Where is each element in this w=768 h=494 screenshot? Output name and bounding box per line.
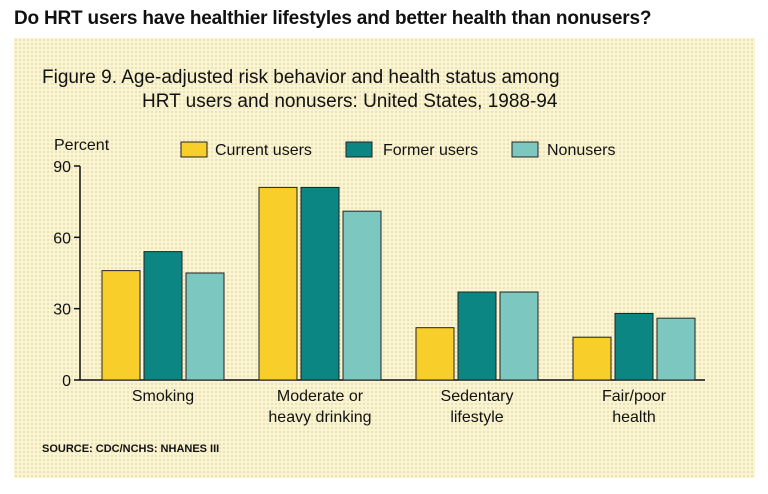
legend-label-nonusers: Nonusers — [547, 142, 615, 159]
category-label-1-1: heavy drinking — [268, 409, 371, 426]
bar-current-users-0 — [101, 270, 141, 381]
bar-former-users-0 — [143, 251, 183, 381]
bar-current-users-3 — [572, 336, 612, 381]
bar-nonusers-3 — [656, 317, 696, 381]
category-label-2-1: lifestyle — [450, 409, 503, 426]
y-axis-label: Percent — [54, 137, 110, 154]
bar-nonusers-2 — [499, 291, 539, 381]
category-label-0-0: Smoking — [132, 388, 194, 405]
legend-label-current-users: Current users — [215, 142, 312, 159]
page-headline: Do HRT users have healthier lifestyles a… — [14, 8, 652, 29]
legend-swatch-current-users — [180, 141, 208, 158]
category-label-3-1: health — [612, 409, 656, 426]
bar-former-users-3 — [614, 312, 654, 381]
legend-swatch-former-users — [345, 141, 373, 158]
figure-title-line-2: HRT users and nonusers: United States, 1… — [142, 91, 558, 112]
y-tick-label-90: 90 — [53, 159, 71, 176]
figure-panel — [14, 38, 755, 478]
legend-swatch-nonusers — [511, 141, 539, 158]
category-label-1-0: Moderate or — [277, 388, 364, 405]
y-tick-label-60: 60 — [53, 230, 71, 247]
figure-title-line-1: Figure 9. Age-adjusted risk behavior and… — [42, 67, 560, 88]
category-label-2-0: Sedentary — [441, 388, 514, 405]
figure-title: Figure 9. Age-adjusted risk behavior and… — [42, 66, 742, 114]
source-note: SOURCE: CDC/NCHS: NHANES III — [42, 443, 220, 455]
y-tick-label-0: 0 — [62, 373, 71, 390]
y-tick-label-30: 30 — [53, 302, 71, 319]
bar-current-users-2 — [415, 327, 455, 381]
legend-label-former-users: Former users — [383, 142, 478, 159]
bar-former-users-2 — [457, 291, 497, 381]
bar-current-users-1 — [258, 186, 298, 381]
bar-former-users-1 — [300, 186, 340, 381]
category-label-3-0: Fair/poor — [602, 388, 667, 405]
bar-nonusers-1 — [342, 210, 382, 381]
bar-nonusers-0 — [185, 272, 225, 381]
